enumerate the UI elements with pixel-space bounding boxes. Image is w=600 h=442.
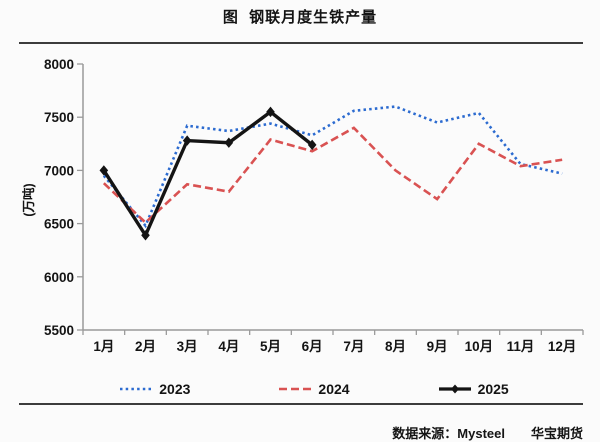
legend-item-2023: 2023 xyxy=(119,381,190,397)
marker-2025-4月 xyxy=(224,137,234,148)
bottom-divider xyxy=(19,403,583,405)
legend-label-2023: 2023 xyxy=(159,381,191,397)
x-tick-label: 11月 xyxy=(507,339,535,354)
x-tick-label: 2月 xyxy=(135,339,156,354)
x-tick-label: 3月 xyxy=(177,339,198,354)
x-tick-label: 4月 xyxy=(218,339,239,354)
x-tick-label: 6月 xyxy=(302,339,323,354)
legend: 2023 2024 2025 xyxy=(0,378,600,400)
marker-2025-6月 xyxy=(307,139,317,151)
x-tick-label: 7月 xyxy=(343,339,364,354)
top-divider xyxy=(19,42,583,44)
y-tick-label: 7000 xyxy=(44,163,74,178)
data-source-label: 数据来源：Mysteel xyxy=(392,426,505,441)
series-line-2023 xyxy=(102,105,563,229)
y-tick-label: 5500 xyxy=(44,323,74,338)
y-tick-label: 7500 xyxy=(44,110,74,125)
marker-2025-2月 xyxy=(141,230,150,241)
marker-2025-3月 xyxy=(182,135,192,146)
x-tick-label: 10月 xyxy=(465,339,494,354)
y-tick-label: 6000 xyxy=(44,270,74,285)
legend-swatch-2025 xyxy=(438,384,471,394)
x-tick-label: 12月 xyxy=(548,339,577,354)
data-source: 数据来源：Mysteel 华宝期货 xyxy=(385,408,583,442)
chart-title: 图 钢联月度生铁产量 xyxy=(222,9,378,26)
x-tick-label: 5月 xyxy=(260,339,281,354)
legend-label-2025: 2025 xyxy=(477,381,509,397)
series-line-2024 xyxy=(102,126,563,225)
legend-marker-2025 xyxy=(450,384,459,394)
x-tick-label: 8月 xyxy=(385,339,406,354)
legend-label-2024: 2024 xyxy=(318,381,350,397)
x-tick-label: 9月 xyxy=(427,339,448,354)
y-tick-label: 6500 xyxy=(44,217,74,232)
marker-2025-1月 xyxy=(99,165,109,176)
y-axis-label: (万吨) xyxy=(21,183,36,216)
series-line-2025 xyxy=(102,109,314,239)
data-source-brand: 华宝期货 xyxy=(530,426,583,441)
y-tick-label: 8000 xyxy=(44,57,74,72)
x-tick-label: 1月 xyxy=(93,339,114,354)
legend-item-2024: 2024 xyxy=(278,381,350,397)
legend-item-2025: 2025 xyxy=(438,381,509,397)
legend-swatch-2024 xyxy=(279,387,312,391)
marker-2025-5月 xyxy=(266,106,275,118)
legend-swatch-2023 xyxy=(120,387,153,391)
